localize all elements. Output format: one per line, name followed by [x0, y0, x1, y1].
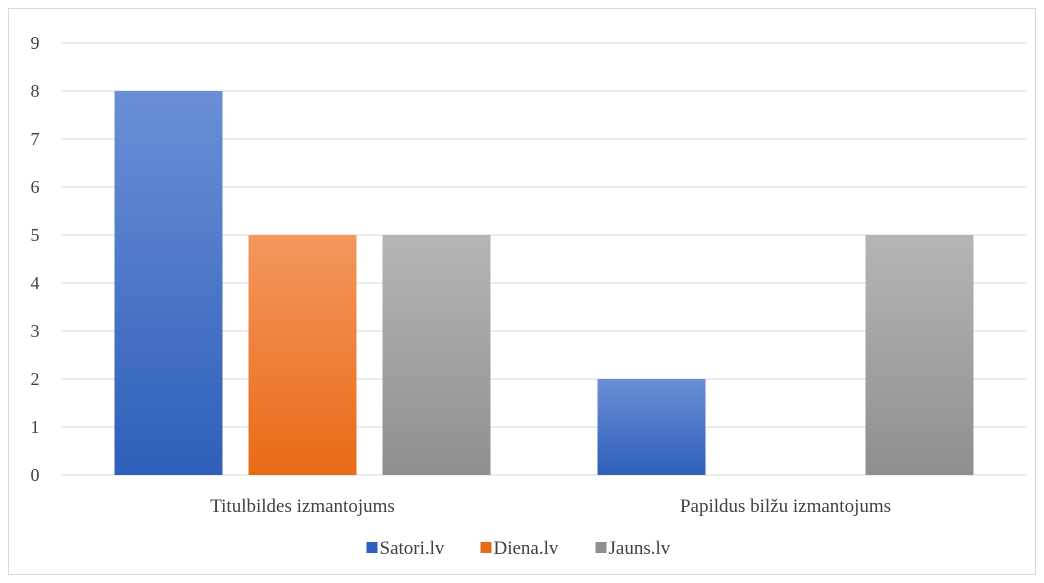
- y-tick-label: 8: [31, 81, 40, 101]
- y-tick-label: 5: [31, 225, 40, 245]
- legend-label: Diena.lv: [494, 538, 559, 559]
- legend: Satori.lv Diena.lv Jauns.lv: [366, 538, 671, 559]
- x-axis-category-labels: Titulbildes izmantojums Papildus bilžu iz…: [210, 496, 891, 517]
- chart-frame: 0 1 2 3 4 5 6 7 8 9 Titulbildes izmantojums Papild…: [8, 8, 1036, 575]
- legend-swatch: [366, 542, 378, 553]
- legend-item: Jauns.lv: [595, 538, 671, 559]
- y-tick-label: 0: [31, 465, 40, 485]
- x-category-label: Titulbildes izmantojums: [210, 496, 395, 517]
- bar-jauns-lv-1: [865, 235, 974, 475]
- y-tick-label: 7: [31, 129, 40, 149]
- legend-label: Satori.lv: [380, 538, 445, 559]
- bar-chart: 0 1 2 3 4 5 6 7 8 9 Titulbildes izmantojums Papild…: [31, 33, 1027, 559]
- bar-jauns-lv-0: [382, 235, 491, 475]
- x-category-label: Papildus bilžu izmantojums: [680, 496, 891, 517]
- legend-swatch: [595, 542, 607, 553]
- bar-satori-lv-0: [114, 91, 223, 475]
- bar-diena-lv-0: [248, 235, 357, 475]
- y-axis-tick-labels: 0 1 2 3 4 5 6 7 8 9: [31, 33, 40, 485]
- legend-label: Jauns.lv: [609, 538, 671, 559]
- y-tick-label: 3: [31, 321, 40, 341]
- y-tick-label: 9: [31, 33, 40, 53]
- bars: [114, 91, 974, 475]
- y-tick-label: 6: [31, 177, 40, 197]
- legend-swatch: [480, 542, 492, 553]
- y-tick-label: 2: [31, 369, 40, 389]
- legend-item: Diena.lv: [480, 538, 559, 559]
- bar-satori-lv-1: [597, 379, 706, 475]
- y-tick-label: 1: [31, 417, 40, 437]
- y-tick-label: 4: [31, 273, 40, 293]
- legend-item: Satori.lv: [366, 538, 445, 559]
